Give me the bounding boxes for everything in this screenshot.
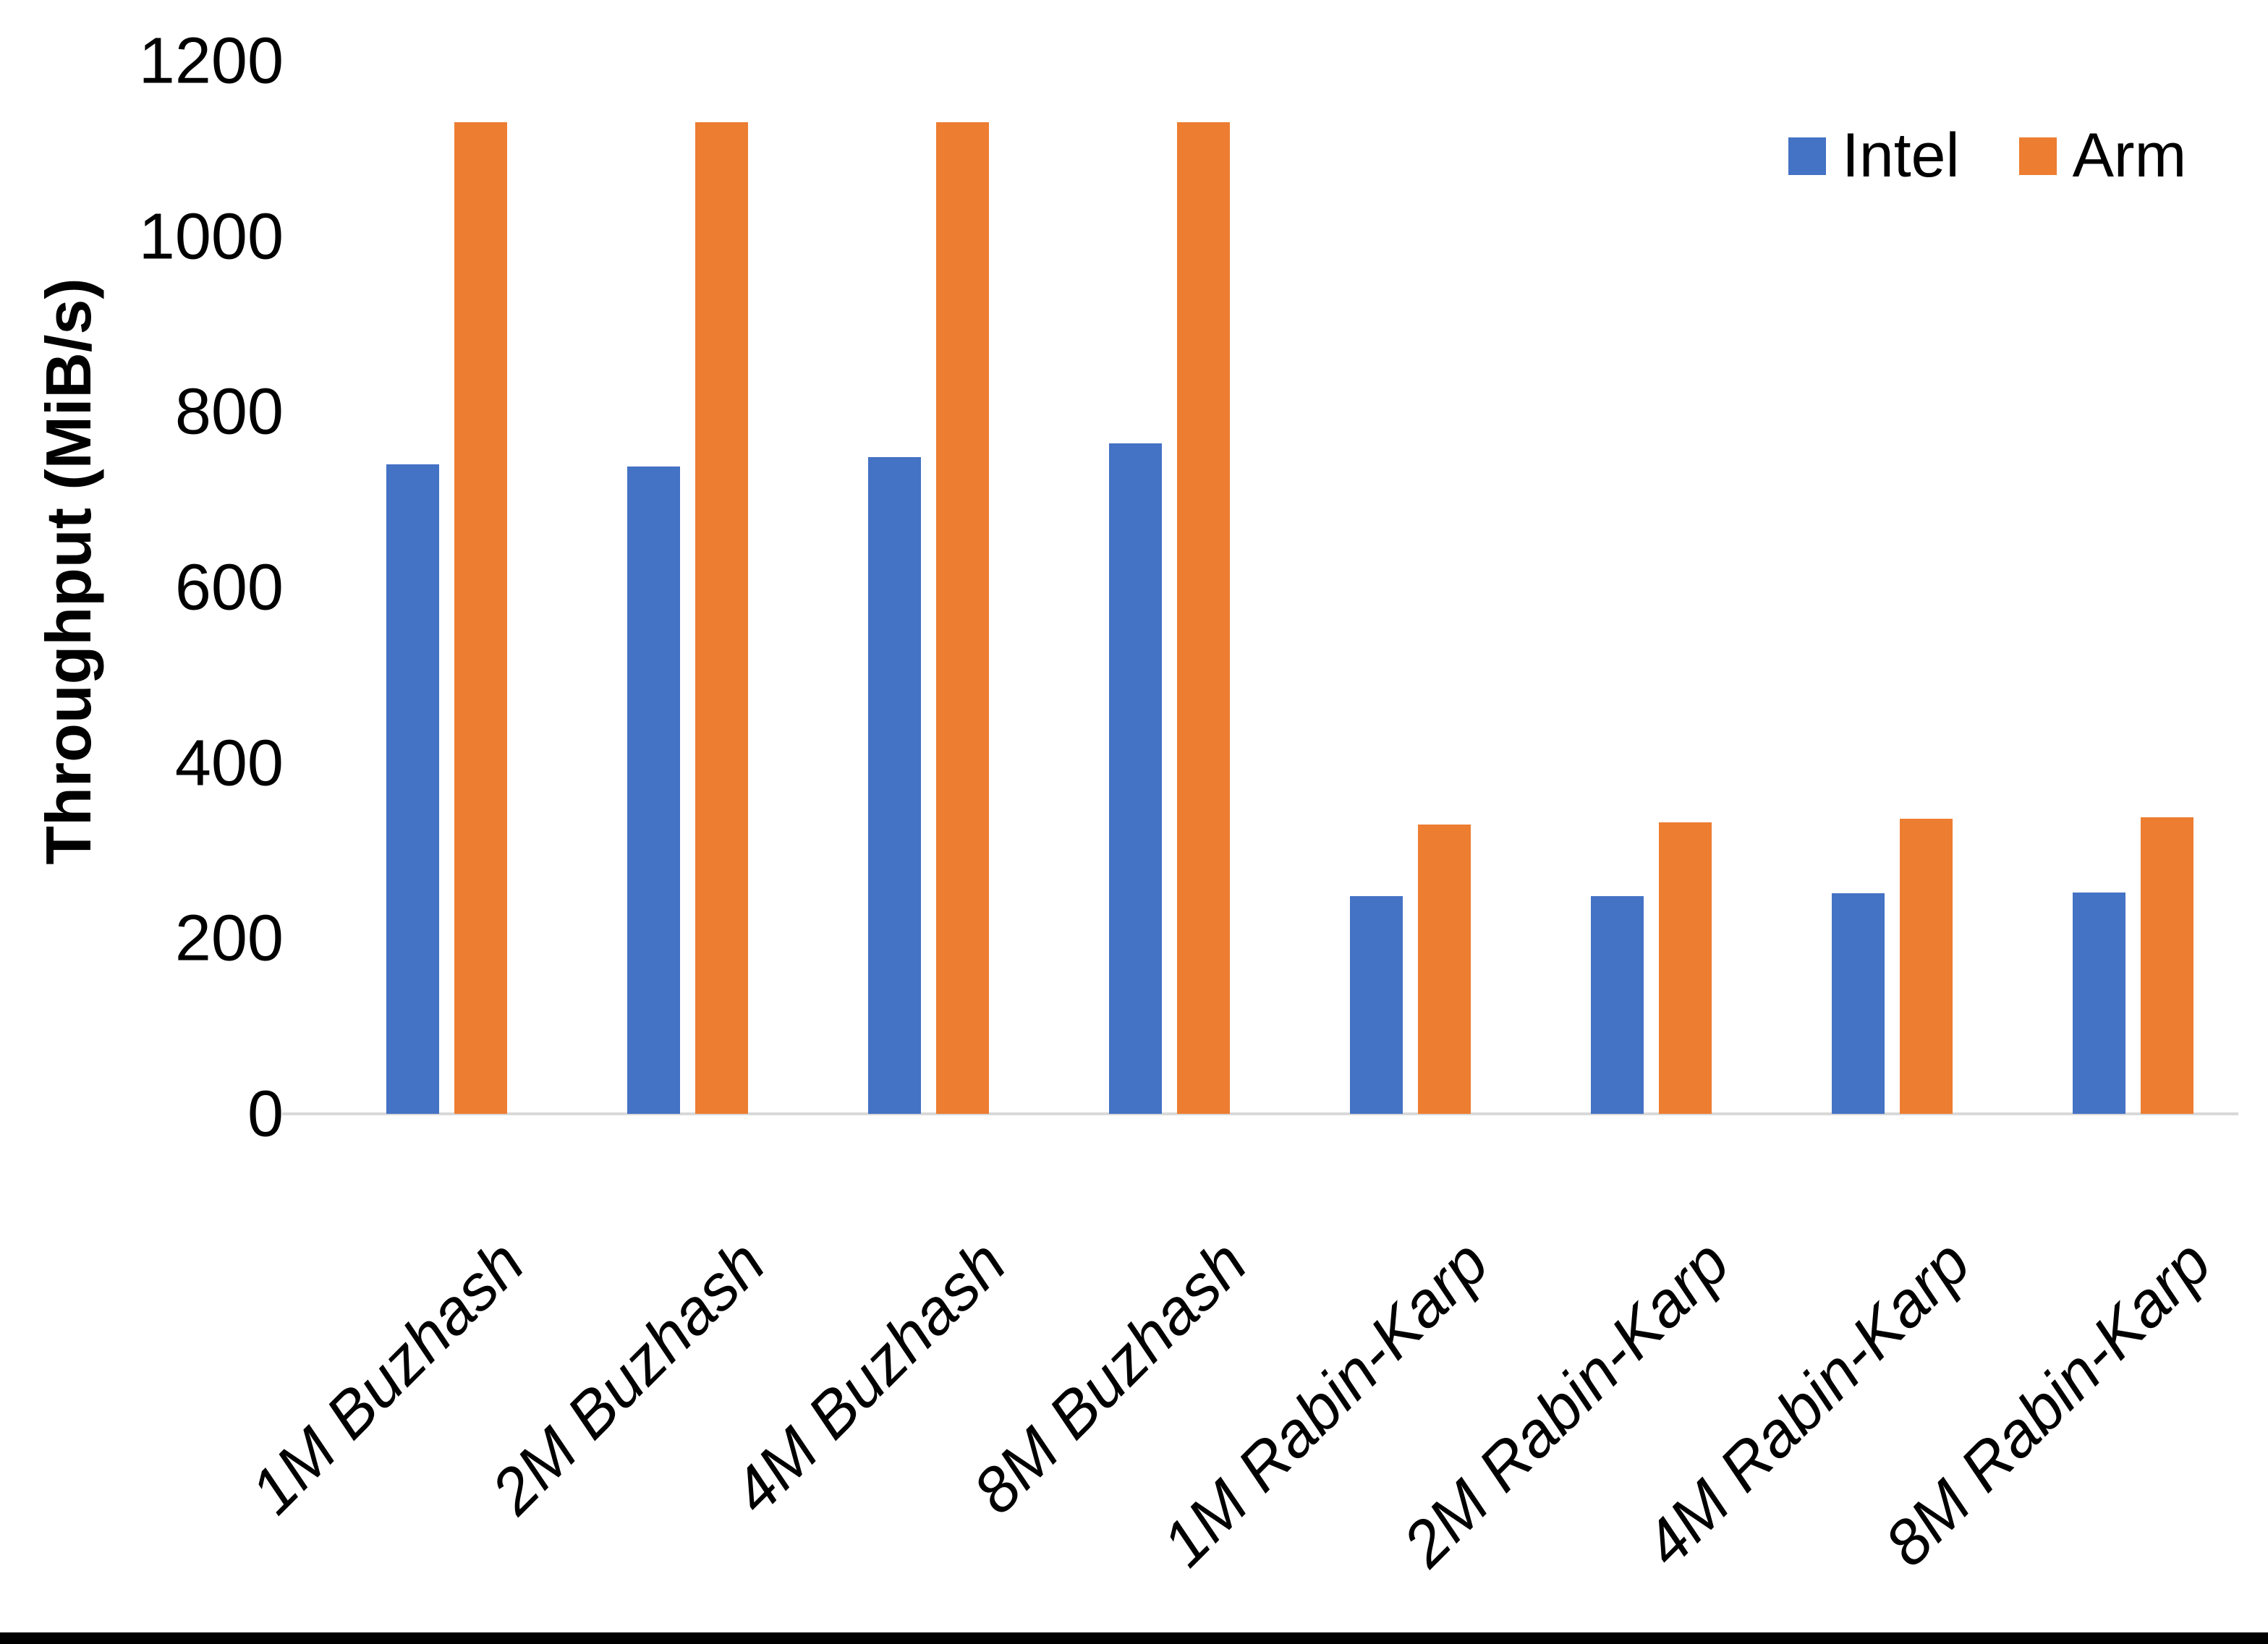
y-tick-1000: 1000 (138, 200, 284, 273)
bar-arm-1m-rabin-karp (1418, 825, 1471, 1114)
bar-intel-2m-rabin-karp (1591, 896, 1644, 1114)
bar-group-2m-buzhash (567, 61, 808, 1114)
bar-intel-1m-rabin-karp (1350, 896, 1403, 1114)
x-axis-line (282, 1112, 2238, 1115)
bar-arm-8m-buzhash (1177, 122, 1230, 1114)
legend: Intel Arm (1788, 120, 2186, 192)
y-tick-0: 0 (247, 1078, 284, 1151)
bar-arm-2m-buzhash (695, 122, 748, 1114)
bar-arm-4m-buzhash (936, 122, 989, 1114)
bar-arm-4m-rabin-karp (1900, 819, 1953, 1114)
y-tick-400: 400 (174, 727, 284, 800)
legend-label-intel: Intel (1842, 121, 1960, 190)
y-tick-600: 600 (174, 551, 284, 624)
bar-group-8m-buzhash (1049, 61, 1290, 1114)
y-tick-800: 800 (174, 375, 284, 448)
bar-arm-8m-rabin-karp (2141, 817, 2193, 1114)
bar-group-4m-buzhash (808, 61, 1049, 1114)
figure-bottom-edge (0, 1632, 2268, 1644)
legend-label-arm: Arm (2072, 121, 2187, 190)
bar-intel-2m-buzhash (627, 467, 680, 1114)
legend-item-intel: Intel (1788, 120, 1960, 192)
bar-intel-1m-buzhash (386, 464, 439, 1114)
bar-intel-4m-buzhash (868, 457, 921, 1114)
bar-group-2m-rabin-karp (1531, 61, 1772, 1114)
y-tick-1200: 1200 (138, 25, 284, 98)
legend-swatch-intel (1788, 137, 1826, 175)
bar-intel-8m-buzhash (1109, 443, 1162, 1114)
legend-item-arm: Arm (2018, 120, 2187, 192)
bar-arm-1m-buzhash (454, 122, 507, 1114)
bar-group-4m-rabin-karp (1772, 61, 2013, 1114)
y-tick-200: 200 (174, 902, 284, 975)
bar-arm-2m-rabin-karp (1659, 822, 1712, 1114)
legend-swatch-arm (2018, 137, 2057, 175)
bar-group-1m-buzhash (326, 61, 567, 1114)
bar-group-8m-rabin-karp (2013, 61, 2254, 1114)
bar-group-1m-rabin-karp (1290, 61, 1531, 1114)
bar-intel-8m-rabin-karp (2073, 893, 2125, 1114)
bar-intel-4m-rabin-karp (1832, 893, 1885, 1114)
